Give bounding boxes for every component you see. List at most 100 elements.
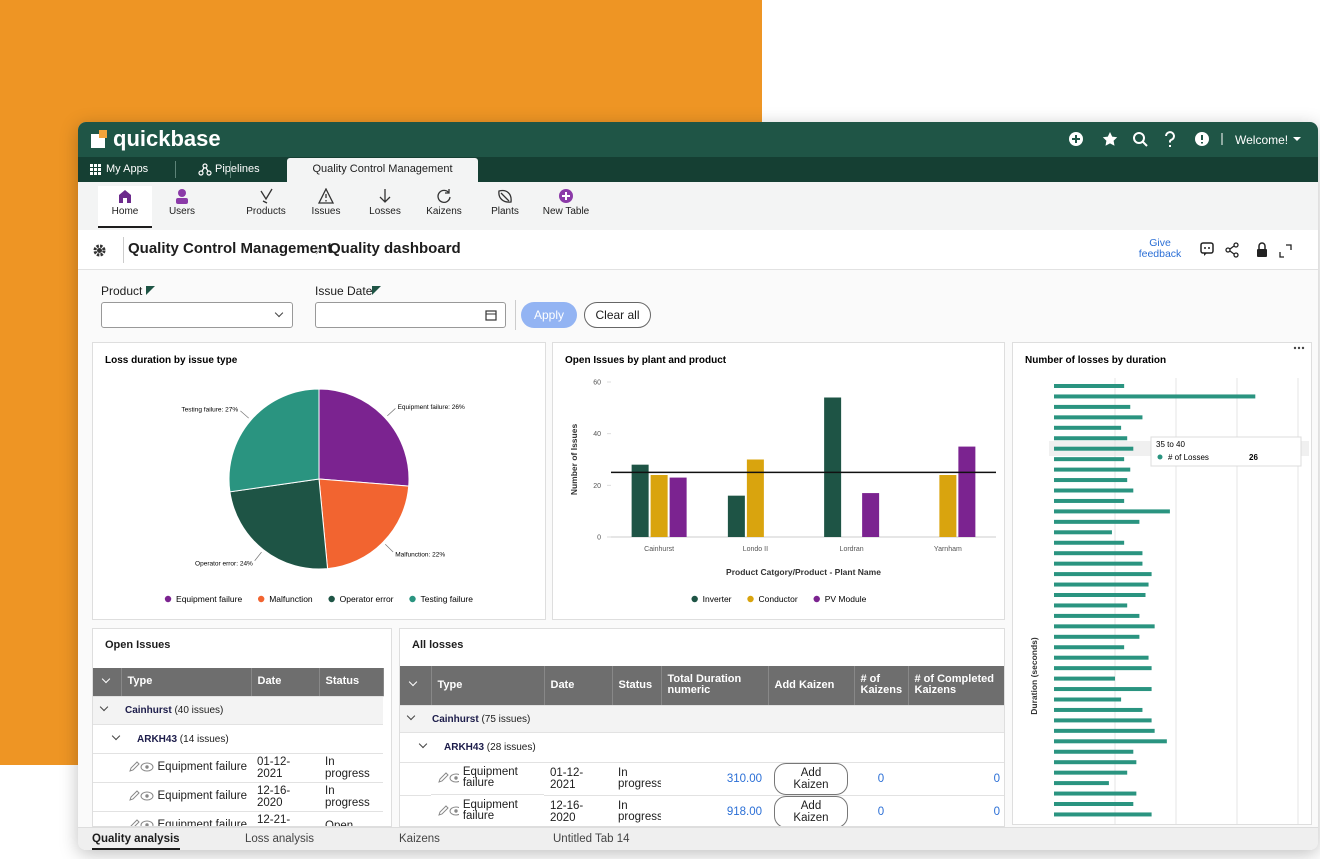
y-tick-label: 60 xyxy=(593,380,601,387)
data-cell: 01-12-2021 xyxy=(544,762,612,795)
chart-panel: Number of losses by durationDuration (se… xyxy=(1012,342,1312,825)
y-tick-label: 40 xyxy=(593,431,601,438)
legend-label: Inverter xyxy=(703,594,732,604)
toolbar-label: Kaizens xyxy=(414,206,474,217)
header-cell[interactable]: Type xyxy=(431,666,544,705)
data-row: Equipment failure12-21-2020Open xyxy=(93,811,383,827)
product-select[interactable] xyxy=(101,302,293,328)
group-count: (14 issues) xyxy=(180,734,229,745)
date-input[interactable] xyxy=(315,302,506,328)
legend-swatch xyxy=(409,596,415,602)
table-panel: Open IssuesTypeDateStatusCainhurst (40 i… xyxy=(92,628,392,827)
legend: Inverter Conductor PV Module xyxy=(691,594,866,604)
row-icons[interactable] xyxy=(128,819,154,827)
bar xyxy=(670,478,687,537)
cell-text: 918.00 xyxy=(727,806,762,818)
menu-dot[interactable] xyxy=(1298,347,1300,349)
page-actions[interactable] xyxy=(1198,242,1308,258)
group-name: ARKH43 xyxy=(444,742,484,753)
tooltip-swatch xyxy=(1158,455,1163,460)
add-kaizen-button[interactable]: Add Kaizen xyxy=(774,796,848,828)
pie-slice xyxy=(229,389,319,492)
page-tab[interactable]: Untitled Tab 14 xyxy=(553,833,630,845)
data-cell: 12-16-2020 xyxy=(251,782,319,811)
active-app-tab[interactable]: Quality Control Management xyxy=(287,158,478,182)
data-cell: 918.00 xyxy=(661,795,768,827)
header-cell[interactable]: Status xyxy=(612,666,661,705)
cell-text: Equipment failure xyxy=(463,767,538,789)
header-cell[interactable]: # of Completed Kaizens xyxy=(908,666,1005,705)
data-cell: In progress xyxy=(319,782,383,811)
bar xyxy=(1054,792,1136,796)
bar xyxy=(1054,384,1124,388)
header-cell[interactable]: Add Kaizen xyxy=(768,666,854,705)
cell-text: Equipment failure xyxy=(158,791,248,803)
spacer-cell xyxy=(93,753,121,782)
slice-label: Operator error: 24% xyxy=(195,561,253,568)
data-cell: 12-21-2020 xyxy=(251,811,319,827)
page-tab[interactable]: Kaizens xyxy=(399,833,440,845)
page-tab[interactable]: Loss analysis xyxy=(245,833,314,845)
header-row: TypeDateStatus xyxy=(93,668,383,696)
app-tab[interactable]: My Apps xyxy=(106,163,148,175)
page-tab[interactable]: Quality analysis xyxy=(92,833,180,850)
bar xyxy=(1054,468,1130,472)
row-icons[interactable] xyxy=(437,772,459,784)
app-crumb[interactable]: Quality Control Management xyxy=(128,240,332,257)
panel-title: All losses xyxy=(412,639,463,651)
bar xyxy=(1054,426,1121,430)
menu-dot[interactable] xyxy=(1294,347,1296,349)
header-cell[interactable]: Date xyxy=(544,666,612,705)
clear-button[interactable]: Clear all xyxy=(584,302,651,328)
app-tab[interactable]: Pipelines xyxy=(215,163,260,175)
cell-text: 0 xyxy=(878,806,884,818)
bar xyxy=(1054,603,1127,607)
cell-text: In progress xyxy=(618,767,661,790)
settings-icon[interactable] xyxy=(93,244,106,257)
cell-text: In progress xyxy=(325,785,370,809)
bar xyxy=(862,493,879,537)
group-cell: Cainhurst (75 issues) xyxy=(400,705,1005,732)
row-icons[interactable] xyxy=(128,761,154,773)
filter-label: Product xyxy=(101,284,142,298)
data-row: Equipment failure12-16-2020In progress91… xyxy=(400,795,1005,827)
legend-label: PV Module xyxy=(825,594,867,604)
bar xyxy=(1054,436,1127,440)
toolbar-item[interactable]: Home xyxy=(95,186,155,228)
header-cell[interactable]: # of Kaizens xyxy=(854,666,908,705)
toolbar-item[interactable]: Plants xyxy=(475,186,535,228)
header-cell[interactable]: Date xyxy=(251,668,319,696)
toolbar-item[interactable]: Users xyxy=(152,186,212,228)
bar xyxy=(1054,405,1130,409)
leader-line xyxy=(240,411,248,418)
toolbar-item[interactable]: Kaizens xyxy=(414,186,474,228)
tooltip-value: 26 xyxy=(1249,453,1258,462)
toolbar-item[interactable]: Losses xyxy=(355,186,415,228)
group-count: (40 issues) xyxy=(174,705,223,716)
feedback-link[interactable]: Give feedback xyxy=(1130,238,1190,260)
menu-dot[interactable] xyxy=(1302,347,1304,349)
bar xyxy=(1054,447,1133,451)
legend-label: Conductor xyxy=(759,594,798,604)
toolbar-item[interactable]: New Table xyxy=(536,186,596,228)
y-tick-label: 20 xyxy=(593,483,601,490)
add-kaizen-button[interactable]: Add Kaizen xyxy=(774,763,848,795)
data-cell: 0 xyxy=(908,795,1005,827)
welcome-menu[interactable]: Welcome! xyxy=(1235,133,1288,147)
bar xyxy=(1054,812,1152,816)
bar xyxy=(1054,489,1133,493)
y-tick-label: 0 xyxy=(597,535,601,542)
bar xyxy=(1054,593,1146,597)
header-cell[interactable]: Total Duration numeric xyxy=(661,666,768,705)
bar xyxy=(1054,750,1133,754)
toolbar-item[interactable]: Products xyxy=(236,186,296,228)
cell-text: In progress xyxy=(325,756,370,780)
header-cell[interactable]: Type xyxy=(121,668,251,696)
cell-text: 12-16-2020 xyxy=(257,785,290,809)
row-icons[interactable] xyxy=(128,790,154,802)
row-icons[interactable] xyxy=(437,805,459,817)
bar xyxy=(1054,541,1124,545)
header-cell[interactable]: Status xyxy=(319,668,383,696)
toolbar-item[interactable]: Issues xyxy=(296,186,356,228)
apply-button[interactable]: Apply xyxy=(521,302,577,328)
